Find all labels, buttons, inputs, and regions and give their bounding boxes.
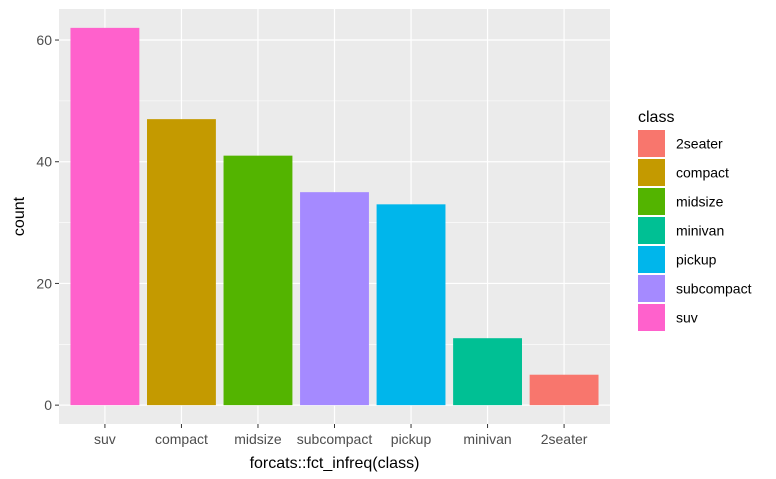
bar-minivan	[453, 338, 522, 406]
legend-label: pickup	[676, 252, 717, 268]
x-tick-label: subcompact	[297, 431, 373, 447]
legend: class 2seater compact midsize minivan pickup…	[638, 109, 752, 331]
x-tick-label: midsize	[234, 431, 282, 447]
y-tick-label: 40	[36, 154, 52, 170]
legend-label: compact	[676, 165, 729, 181]
legend-label: subcompact	[676, 281, 752, 297]
bar-pickup	[376, 204, 446, 406]
legend-swatch-midsize	[638, 188, 665, 215]
x-tick-label: minivan	[463, 431, 511, 447]
legend-swatch-suv	[638, 304, 665, 331]
y-axis-title: count	[11, 196, 28, 236]
legend-items: 2seater compact midsize minivan pickup subcom…	[638, 130, 752, 331]
y-axis-ticks: 0 20 40 60	[36, 32, 59, 413]
y-tick-label: 60	[36, 32, 52, 48]
bar-2seater	[529, 374, 599, 406]
legend-label: midsize	[676, 194, 724, 210]
legend-label: suv	[676, 310, 698, 326]
bar-compact	[147, 119, 216, 406]
legend-label: minivan	[676, 223, 724, 239]
legend-swatch-pickup	[638, 246, 665, 273]
x-axis-ticks: suv compact midsize subcompact pickup minivan…	[94, 424, 588, 447]
y-tick-label: 20	[36, 275, 52, 291]
bar-suv	[70, 27, 140, 406]
bars	[70, 27, 599, 406]
x-tick-label: 2seater	[541, 431, 588, 447]
bar-subcompact	[300, 192, 369, 406]
legend-swatch-minivan	[638, 217, 665, 244]
x-axis-title: forcats::fct_infreq(class)	[250, 455, 420, 472]
bar-midsize	[223, 155, 293, 406]
legend-label: 2seater	[676, 136, 723, 152]
legend-swatch-2seater	[638, 130, 665, 157]
x-tick-label: pickup	[391, 431, 432, 447]
legend-swatch-compact	[638, 159, 665, 186]
legend-swatch-subcompact	[638, 275, 665, 302]
y-tick-label: 0	[44, 397, 52, 413]
x-tick-label: suv	[94, 431, 116, 447]
legend-title: class	[638, 109, 674, 126]
x-tick-label: compact	[155, 431, 208, 447]
